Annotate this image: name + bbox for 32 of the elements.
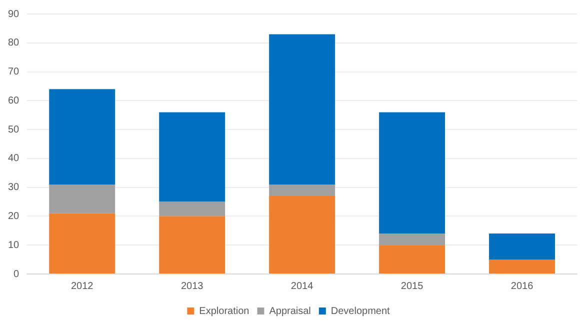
y-tick-label: 90 xyxy=(8,8,20,20)
x-tick-label: 2012 xyxy=(70,280,94,292)
bar xyxy=(49,184,116,214)
x-tick-label: 2014 xyxy=(290,280,314,292)
bar xyxy=(489,234,556,260)
y-tick-label: 30 xyxy=(8,182,20,194)
legend-label: Exploration xyxy=(199,306,250,317)
y-tick-label: 60 xyxy=(8,95,20,106)
bar xyxy=(379,112,446,234)
y-tick-label: 80 xyxy=(8,38,20,49)
legend-label: Appraisal xyxy=(269,306,311,317)
y-tick-label: 50 xyxy=(8,124,20,136)
bar xyxy=(49,213,116,274)
y-tick-label: 40 xyxy=(8,153,20,164)
bar xyxy=(159,216,226,274)
bar xyxy=(269,184,336,196)
bar xyxy=(269,196,336,274)
y-tick-label: 10 xyxy=(8,240,20,251)
y-tick-label: 70 xyxy=(8,66,20,78)
bar xyxy=(379,245,446,274)
x-tick-label: 2013 xyxy=(180,280,204,292)
bar xyxy=(159,112,226,202)
x-tick-label: 2016 xyxy=(510,280,534,292)
bar xyxy=(269,34,336,184)
y-tick-label: 20 xyxy=(8,210,20,222)
bar xyxy=(159,202,226,216)
bar xyxy=(489,260,556,274)
x-tick-label: 2015 xyxy=(400,280,424,292)
legend-label: Development xyxy=(330,306,390,317)
y-tick-label: 0 xyxy=(14,268,20,280)
bar xyxy=(379,234,446,246)
bar xyxy=(49,89,116,184)
